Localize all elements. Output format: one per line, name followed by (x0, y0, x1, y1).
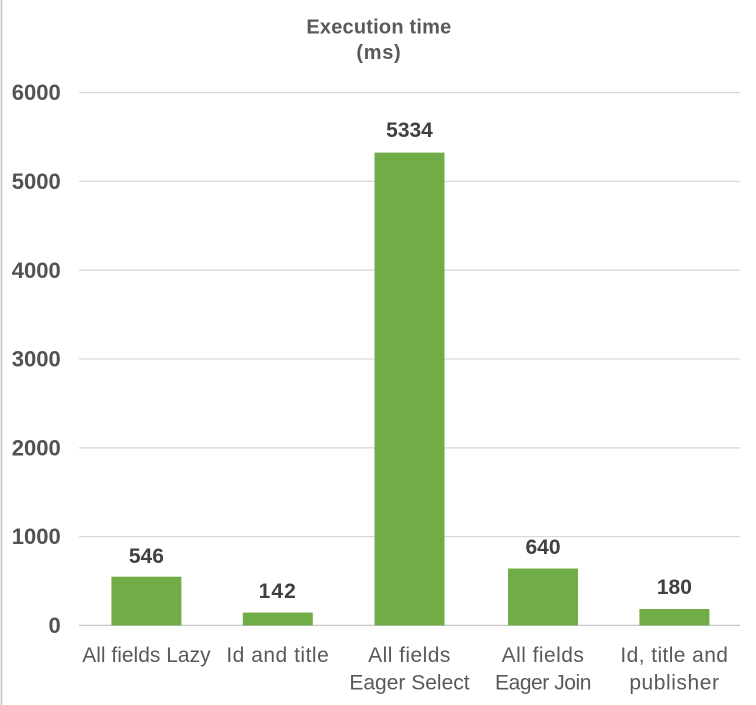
svg-text:Execution time: Execution time (306, 17, 451, 39)
svg-text:All fields Lazy: All fields Lazy (82, 644, 211, 667)
svg-text:4000: 4000 (12, 258, 61, 283)
svg-text:142: 142 (259, 580, 297, 603)
svg-text:3000: 3000 (12, 347, 61, 372)
svg-text:(ms): (ms) (356, 42, 401, 64)
svg-text:publisher: publisher (629, 672, 719, 695)
svg-text:6000: 6000 (12, 80, 61, 105)
svg-text:Id, title and: Id, title and (620, 644, 728, 667)
svg-text:All fields: All fields (368, 644, 451, 667)
svg-text:180: 180 (657, 576, 692, 599)
svg-text:Eager Join: Eager Join (495, 672, 591, 695)
svg-text:5334: 5334 (386, 119, 433, 142)
svg-text:Id and title: Id and title (226, 644, 329, 667)
svg-text:2000: 2000 (12, 435, 61, 460)
svg-text:5000: 5000 (12, 169, 61, 194)
svg-text:0: 0 (48, 613, 60, 638)
svg-text:All fields: All fields (502, 644, 585, 667)
svg-text:546: 546 (129, 545, 164, 568)
svg-text:Eager Select: Eager Select (349, 672, 469, 695)
svg-text:1000: 1000 (12, 524, 61, 549)
svg-text:640: 640 (525, 536, 560, 559)
